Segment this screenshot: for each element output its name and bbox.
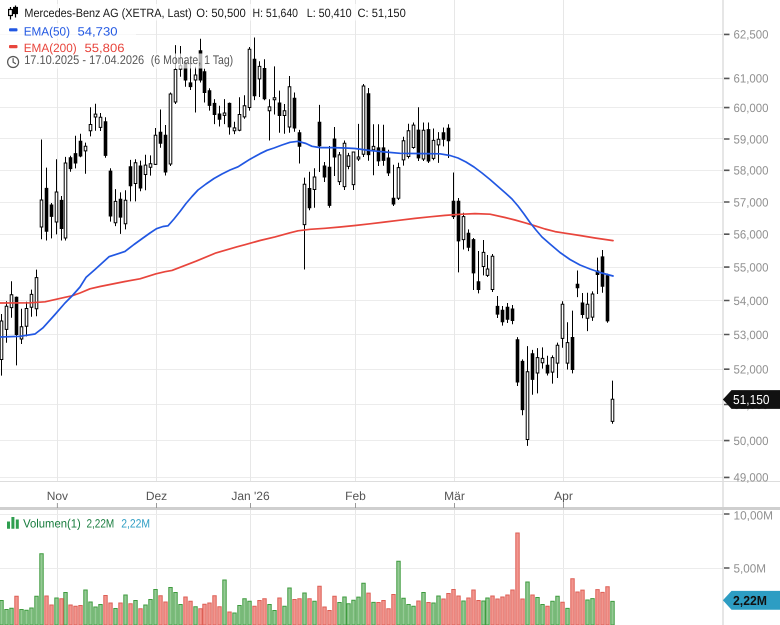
svg-text:Feb: Feb bbox=[345, 489, 366, 503]
svg-text:55,000: 55,000 bbox=[734, 260, 769, 274]
svg-text:Apr: Apr bbox=[554, 489, 573, 503]
svg-text:52,000: 52,000 bbox=[734, 363, 769, 377]
svg-text:Nov: Nov bbox=[47, 489, 68, 503]
svg-text:O: 50,500: O: 50,500 bbox=[196, 6, 246, 20]
svg-text:Volumen(1): Volumen(1) bbox=[23, 517, 81, 531]
svg-text:(6 Monate, 1 Tag): (6 Monate, 1 Tag) bbox=[151, 53, 233, 67]
svg-text:51,150: 51,150 bbox=[733, 392, 770, 407]
svg-text:57,000: 57,000 bbox=[734, 195, 769, 209]
svg-text:EMA(50): EMA(50) bbox=[24, 24, 70, 38]
svg-text:10,00M: 10,00M bbox=[734, 509, 774, 523]
svg-text:58,000: 58,000 bbox=[734, 164, 769, 178]
svg-text:5,00M: 5,00M bbox=[734, 562, 767, 576]
svg-text:60,000: 60,000 bbox=[734, 101, 769, 115]
svg-text:2,22M: 2,22M bbox=[121, 517, 150, 531]
svg-text:59,000: 59,000 bbox=[734, 132, 769, 146]
svg-text:54,730: 54,730 bbox=[78, 24, 118, 38]
svg-text:Dez: Dez bbox=[146, 489, 167, 503]
svg-text:54,000: 54,000 bbox=[734, 294, 769, 308]
svg-text:61,000: 61,000 bbox=[734, 72, 769, 86]
svg-text:56,000: 56,000 bbox=[734, 228, 769, 242]
svg-text:2,22M: 2,22M bbox=[733, 593, 767, 608]
svg-text:H: 51,640: H: 51,640 bbox=[253, 6, 299, 20]
svg-text:C: 51,150: C: 51,150 bbox=[358, 6, 407, 20]
svg-text:53,000: 53,000 bbox=[734, 328, 769, 342]
svg-text:Jan '26: Jan '26 bbox=[231, 489, 270, 503]
svg-text:Mercedes-Benz AG (XETRA, Last): Mercedes-Benz AG (XETRA, Last) bbox=[24, 6, 191, 20]
svg-text:2,22M: 2,22M bbox=[87, 517, 115, 531]
svg-text:50,000: 50,000 bbox=[734, 434, 769, 448]
svg-text:62,500: 62,500 bbox=[734, 28, 769, 42]
svg-text:EMA(200): EMA(200) bbox=[24, 41, 77, 55]
svg-text:55,806: 55,806 bbox=[85, 41, 125, 55]
svg-text:Mär: Mär bbox=[444, 489, 465, 503]
svg-text:L: 50,410: L: 50,410 bbox=[307, 6, 352, 20]
svg-text:49,000: 49,000 bbox=[734, 471, 769, 485]
svg-text:17.10.2025 - 17.04.2026: 17.10.2025 - 17.04.2026 bbox=[24, 53, 144, 67]
